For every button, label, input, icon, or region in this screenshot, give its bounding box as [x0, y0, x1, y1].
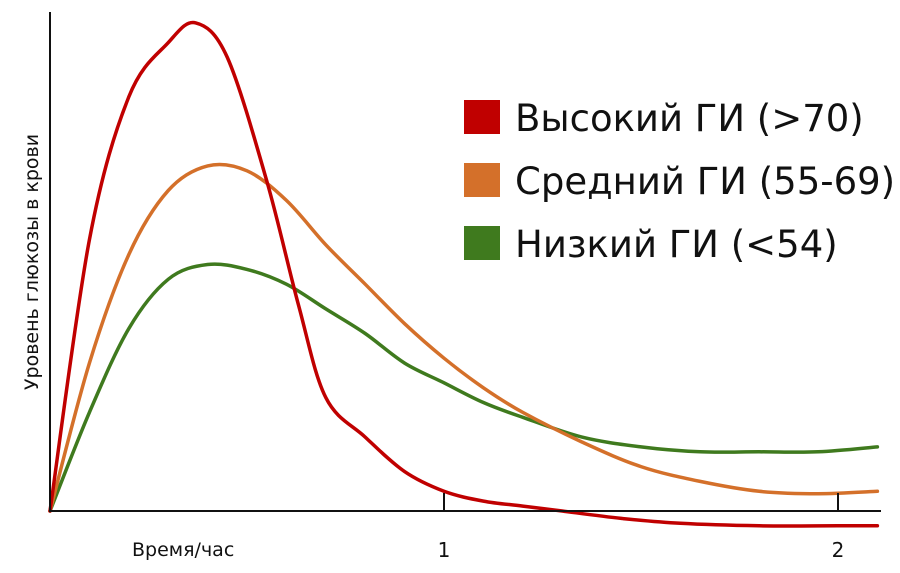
x-tick-label-2: 2 — [832, 538, 845, 562]
legend-high-gi: Высокий ГИ (>70) — [464, 97, 864, 140]
legend: Высокий ГИ (>70) Средний ГИ (55-69) Низкий… — [464, 97, 895, 266]
legend-low-gi-label: Низкий ГИ (<54) — [515, 223, 838, 266]
series-layer — [48, 20, 880, 528]
series-line-medium-gi — [48, 162, 880, 513]
legend-medium-gi-label: Средний ГИ (55-69) — [515, 160, 895, 203]
legend-low-gi: Низкий ГИ (<54) — [464, 223, 838, 266]
series-line-high-gi — [48, 20, 880, 528]
series-line-low-gi — [48, 262, 880, 513]
x-tick-label-1: 1 — [438, 538, 451, 562]
legend-high-gi-label: Высокий ГИ (>70) — [515, 97, 864, 140]
x-axis-title: Время/час — [132, 539, 234, 561]
legend-medium-gi-swatch — [464, 163, 500, 197]
legend-low-gi-swatch — [464, 226, 500, 260]
legend-medium-gi: Средний ГИ (55-69) — [464, 160, 895, 203]
legend-high-gi-swatch — [464, 100, 500, 134]
y-axis-title: Уровень глюкозы в крови — [21, 134, 43, 390]
